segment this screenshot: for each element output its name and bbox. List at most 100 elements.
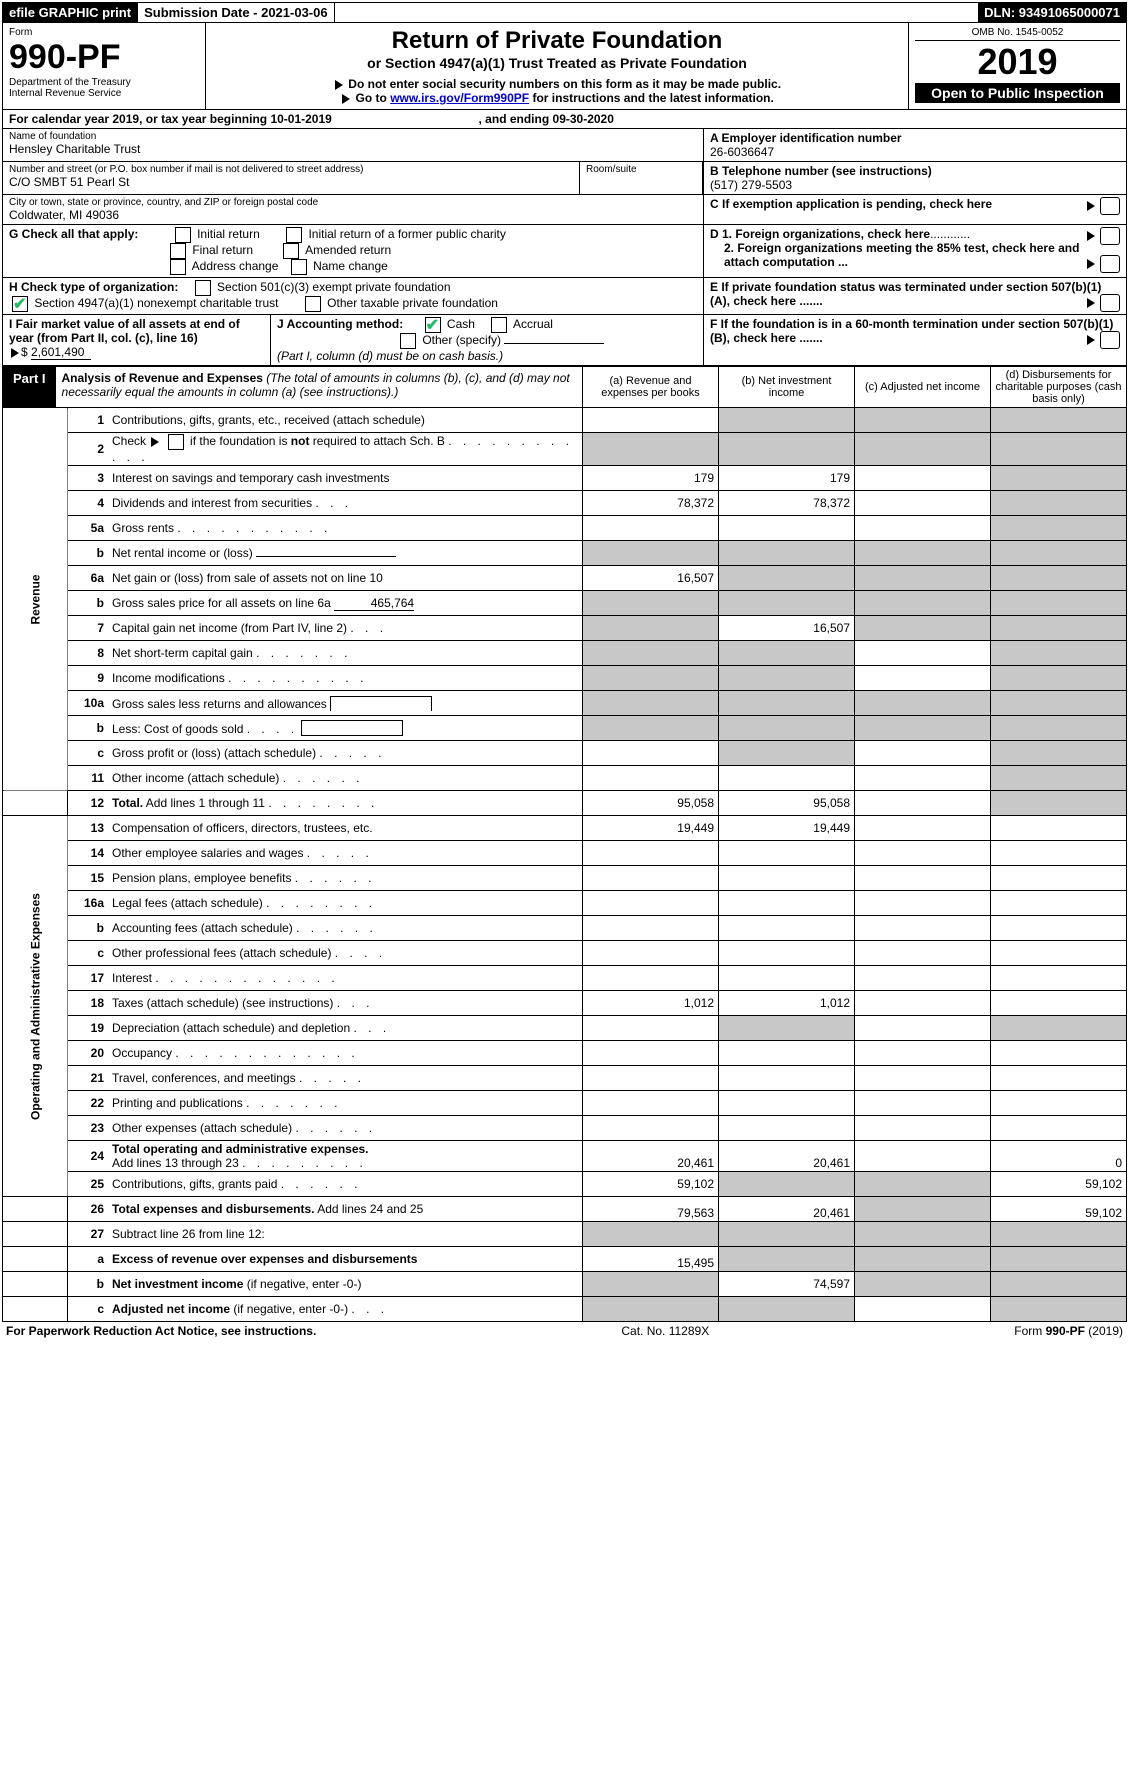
box-i: I Fair market value of all assets at end… (3, 315, 271, 365)
city-label: City or town, state or province, country… (9, 197, 697, 208)
form-title: Return of Private Foundation (212, 27, 902, 55)
table-row: bNet rental income or (loss) (3, 541, 1126, 566)
header-left: Form 990-PF Department of the Treasury I… (3, 23, 206, 109)
table-row: cGross profit or (loss) (attach schedule… (3, 741, 1126, 766)
table-row: 12Total. Add lines 1 through 11 . . . . … (3, 791, 1126, 816)
chk-other[interactable] (400, 333, 416, 349)
table-row: 15Pension plans, employee benefits . . .… (3, 866, 1126, 891)
analysis-table: Revenue 1Contributions, gifts, grants, e… (3, 408, 1126, 1321)
info-city-c: City or town, state or province, country… (3, 195, 1126, 225)
arrow-icon (342, 94, 350, 104)
chk-name[interactable] (291, 259, 307, 275)
top-bar: efile GRAPHIC print Submission Date - 20… (3, 3, 1126, 23)
info-name-ein: Name of foundation Hensley Charitable Tr… (3, 129, 1126, 162)
form-number: 990-PF (9, 38, 199, 77)
footer-mid: Cat. No. 11289X (621, 1324, 709, 1338)
irs-link[interactable]: www.irs.gov/Form990PF (390, 91, 529, 105)
chk-address[interactable] (170, 259, 186, 275)
chk-final[interactable] (170, 243, 186, 259)
room-label: Room/suite (586, 164, 696, 175)
checkbox-c[interactable] (1100, 197, 1120, 215)
table-row: 26Total expenses and disbursements. Add … (3, 1197, 1126, 1222)
ein-value: 26-6036647 (710, 145, 1120, 159)
col-c-hdr: (c) Adjusted net income (854, 367, 990, 407)
info-g-d: G Check all that apply: Initial return I… (3, 225, 1126, 278)
chk-cash[interactable] (425, 317, 441, 333)
table-row: bLess: Cost of goods sold . . . . (3, 716, 1126, 741)
chk-501c3[interactable] (195, 280, 211, 296)
table-row: 16aLegal fees (attach schedule) . . . . … (3, 891, 1126, 916)
info-i-j-f: I Fair market value of all assets at end… (3, 315, 1126, 366)
revenue-tab: Revenue (3, 408, 68, 791)
table-row: 3Interest on savings and temporary cash … (3, 466, 1126, 491)
chk-accrual[interactable] (491, 317, 507, 333)
table-row: 17Interest . . . . . . . . . . . . . (3, 966, 1126, 991)
table-row: 4Dividends and interest from securities … (3, 491, 1126, 516)
footer-left: For Paperwork Reduction Act Notice, see … (6, 1324, 316, 1338)
expenses-tab: Operating and Administrative Expenses (3, 816, 68, 1197)
table-row: 14Other employee salaries and wages . . … (3, 841, 1126, 866)
efile-label: efile GRAPHIC print (3, 3, 138, 22)
table-row: Operating and Administrative Expenses 13… (3, 816, 1126, 841)
chk-d2[interactable] (1100, 255, 1120, 273)
arrow-icon (151, 437, 159, 447)
table-row: 7Capital gain net income (from Part IV, … (3, 616, 1126, 641)
table-row: bGross sales price for all assets on lin… (3, 591, 1126, 616)
table-row: 9Income modifications . . . . . . . . . … (3, 666, 1126, 691)
dln: DLN: 93491065000071 (978, 3, 1126, 22)
arrow-icon (1087, 335, 1095, 345)
box-c: C If exemption application is pending, c… (703, 195, 1126, 225)
table-row: 6aNet gain or (loss) from sale of assets… (3, 566, 1126, 591)
col-b-hdr: (b) Net investment income (718, 367, 854, 407)
fmv-amount: 2,601,490 (31, 345, 91, 360)
info-h-e: H Check type of organization: Section 50… (3, 278, 1126, 315)
table-row: 23Other expenses (attach schedule) . . .… (3, 1116, 1126, 1141)
goto-note: Go to www.irs.gov/Form990PF for instruct… (212, 91, 902, 105)
open-public: Open to Public Inspection (915, 83, 1120, 103)
tax-year: 2019 (915, 41, 1120, 83)
table-row: 25Contributions, gifts, grants paid . . … (3, 1172, 1126, 1197)
table-row: 22Printing and publications . . . . . . … (3, 1091, 1126, 1116)
col-a-hdr: (a) Revenue and expenses per books (582, 367, 718, 407)
foundation-name: Hensley Charitable Trust (9, 142, 697, 156)
irs-label: Internal Revenue Service (9, 88, 199, 99)
chk-initial[interactable] (175, 227, 191, 243)
table-row: bAccounting fees (attach schedule) . . .… (3, 916, 1126, 941)
arrow-icon (1087, 298, 1095, 308)
box-e: E If private foundation status was termi… (703, 278, 1126, 315)
chk-initial-former[interactable] (286, 227, 302, 243)
chk-d1[interactable] (1100, 227, 1120, 245)
addr-value: C/O SMBT 51 Pearl St (9, 175, 573, 189)
chk-amended[interactable] (283, 243, 299, 259)
arrow-icon (1087, 259, 1095, 269)
chk-schb[interactable] (168, 434, 184, 450)
arrow-icon (1087, 231, 1095, 241)
header-right: OMB No. 1545-0052 2019 Open to Public In… (909, 23, 1126, 109)
arrow-icon (11, 348, 19, 358)
form-word: Form (9, 27, 199, 38)
ein-label: A Employer identification number (710, 131, 1120, 145)
arrow-icon (1087, 201, 1095, 211)
chk-f[interactable] (1100, 331, 1120, 349)
calendar-year-row: For calendar year 2019, or tax year begi… (3, 110, 1126, 129)
page-footer: For Paperwork Reduction Act Notice, see … (2, 1322, 1127, 1340)
chk-e[interactable] (1100, 294, 1120, 312)
box-g: G Check all that apply: Initial return I… (3, 225, 703, 278)
table-row: 20Occupancy . . . . . . . . . . . . . (3, 1041, 1126, 1066)
dept-treasury: Department of the Treasury (9, 77, 199, 88)
form-subtitle: or Section 4947(a)(1) Trust Treated as P… (212, 55, 902, 71)
table-row: cOther professional fees (attach schedul… (3, 941, 1126, 966)
chk-4947[interactable] (12, 296, 28, 312)
table-row: bNet investment income (if negative, ent… (3, 1272, 1126, 1297)
tel-label: B Telephone number (see instructions) (710, 164, 1120, 178)
chk-other-tax[interactable] (305, 296, 321, 312)
tel-value: (517) 279-5503 (710, 178, 1120, 192)
table-row: 11Other income (attach schedule) . . . .… (3, 766, 1126, 791)
info-addr-tel: Number and street (or P.O. box number if… (3, 162, 1126, 195)
table-row: 8Net short-term capital gain . . . . . .… (3, 641, 1126, 666)
table-row: 19Depreciation (attach schedule) and dep… (3, 1016, 1126, 1041)
box-j: J Accounting method: Cash Accrual Other … (271, 315, 703, 365)
table-row: 21Travel, conferences, and meetings . . … (3, 1066, 1126, 1091)
table-row: cAdjusted net income (if negative, enter… (3, 1297, 1126, 1322)
table-row: 5aGross rents . . . . . . . . . . . (3, 516, 1126, 541)
